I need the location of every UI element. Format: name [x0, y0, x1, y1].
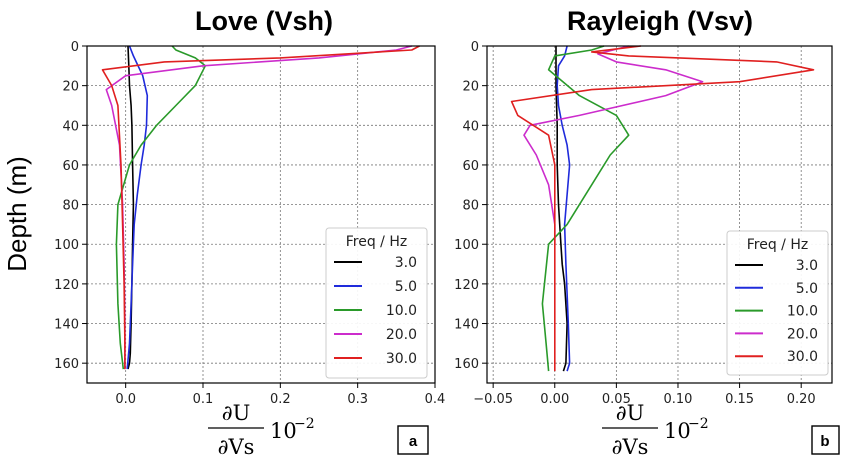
y-tick-label: 60: [62, 159, 79, 174]
chart-title: Love (Vsh): [195, 6, 333, 36]
legend-label: 30.0: [386, 351, 417, 367]
panel-label-box: [397, 425, 429, 455]
legend: Freq / Hz 3.0 5.0 10.0 20.0 30.0: [726, 230, 829, 376]
y-tick-label: 160: [54, 357, 79, 372]
legend-label: 5.0: [796, 281, 818, 297]
legend-label: 20.0: [386, 327, 417, 343]
x-tick-label: 0.00: [540, 392, 569, 407]
x-tick-label: 0.0: [115, 392, 136, 407]
panel-love: Love (Vsh) 0.0 0.1 0.2 0.3 0.4 0 20 40 60 80 100 12…: [54, 6, 445, 459]
tick-labels: −0.05 0.00 0.05 0.10 0.15 0.20 0 20 40 60 80 100 120…: [454, 40, 816, 407]
legend-title: Freq / Hz: [346, 234, 407, 250]
tick-labels: 0.0 0.1 0.2 0.3 0.4 0 20 40 60 80 100 120 140 160: [54, 40, 445, 407]
x-tick-label: 0.4: [425, 392, 446, 407]
y-axis-label: Depth (m): [2, 156, 32, 272]
y-tick-label: 20: [62, 80, 79, 95]
y-tick-label: 40: [62, 119, 79, 134]
y-tick-label: 120: [454, 278, 479, 293]
series-line-10.0: [115, 45, 207, 370]
legend-label: 3.0: [796, 258, 818, 274]
plot-frame: [486, 45, 833, 384]
series-line-20.0: [523, 45, 704, 245]
legend-label: 20.0: [787, 326, 818, 342]
legend-title: Freq / Hz: [747, 237, 808, 253]
x-tick-label: −0.05: [473, 392, 513, 407]
x-axis-label-factor: 10: [270, 419, 297, 443]
legend-label: 10.0: [386, 303, 417, 319]
y-tick-label: 160: [454, 357, 479, 372]
series-line-5.0: [556, 45, 571, 372]
legend-label: 10.0: [787, 304, 818, 320]
panel-label-box: [811, 425, 840, 455]
y-tick-label: 140: [454, 318, 479, 333]
y-tick-label: 80: [62, 199, 79, 214]
series-line-3.0: [555, 46, 568, 372]
y-tick-label: 120: [54, 278, 79, 293]
legend-box: [325, 227, 428, 379]
plot-frame: [86, 45, 436, 384]
y-tick-label: 80: [462, 199, 479, 214]
x-axis-label-numerator: ∂U: [222, 401, 251, 425]
series-line-3.0: [127, 45, 135, 370]
legend-box: [726, 230, 829, 376]
x-tick-label: 0.2: [270, 392, 291, 407]
y-tick-label: 20: [462, 80, 479, 95]
series-line-30.0: [101, 45, 420, 370]
legend-label: 30.0: [787, 349, 818, 365]
y-tick-label: 100: [54, 238, 79, 253]
y-tick-label: 0: [71, 40, 79, 55]
series-line-10.0: [541, 45, 630, 372]
y-tick-label: 100: [454, 238, 479, 253]
legend-label: 5.0: [395, 279, 417, 295]
x-axis-label: ∂U ∂Vs 10 −2: [208, 401, 315, 459]
panel-label: b: [820, 433, 829, 450]
x-axis-label-numerator: ∂U: [616, 401, 645, 425]
y-tick-label: 60: [462, 159, 479, 174]
series-group: [510, 45, 815, 372]
x-axis-label-denominator: ∂Vs: [218, 435, 255, 459]
x-tick-label: 0.20: [787, 392, 816, 407]
series-line-5.0: [126, 45, 149, 370]
y-tick-label: 40: [462, 119, 479, 134]
x-axis-label-factor: 10: [664, 419, 691, 443]
legend-label: 3.0: [395, 255, 417, 271]
series-line-30.0: [510, 45, 815, 372]
y-tick-label: 140: [54, 318, 79, 333]
legend: Freq / Hz 3.0 5.0 10.0 20.0 30.0: [325, 227, 428, 379]
series-group: [101, 45, 420, 370]
x-tick-label: 0.05: [602, 392, 631, 407]
x-axis-label-exponent: −2: [688, 416, 709, 432]
x-tick-label: 0.10: [664, 392, 693, 407]
panel-rayleigh: Rayleigh (Vsv) −0.05 0.00 0.05 0.10 0.15 0.20…: [454, 6, 840, 459]
x-axis-label-exponent: −2: [294, 416, 315, 432]
x-axis-label-denominator: ∂Vs: [612, 435, 649, 459]
x-tick-label: 0.15: [725, 392, 754, 407]
x-tick-label: 0.1: [193, 392, 214, 407]
y-tick-label: 0: [471, 40, 479, 55]
x-tick-label: 0.3: [347, 392, 368, 407]
chart-title: Rayleigh (Vsv): [567, 6, 753, 36]
panel-label: a: [409, 433, 418, 450]
x-axis-label: ∂U ∂Vs 10 −2: [602, 401, 709, 459]
